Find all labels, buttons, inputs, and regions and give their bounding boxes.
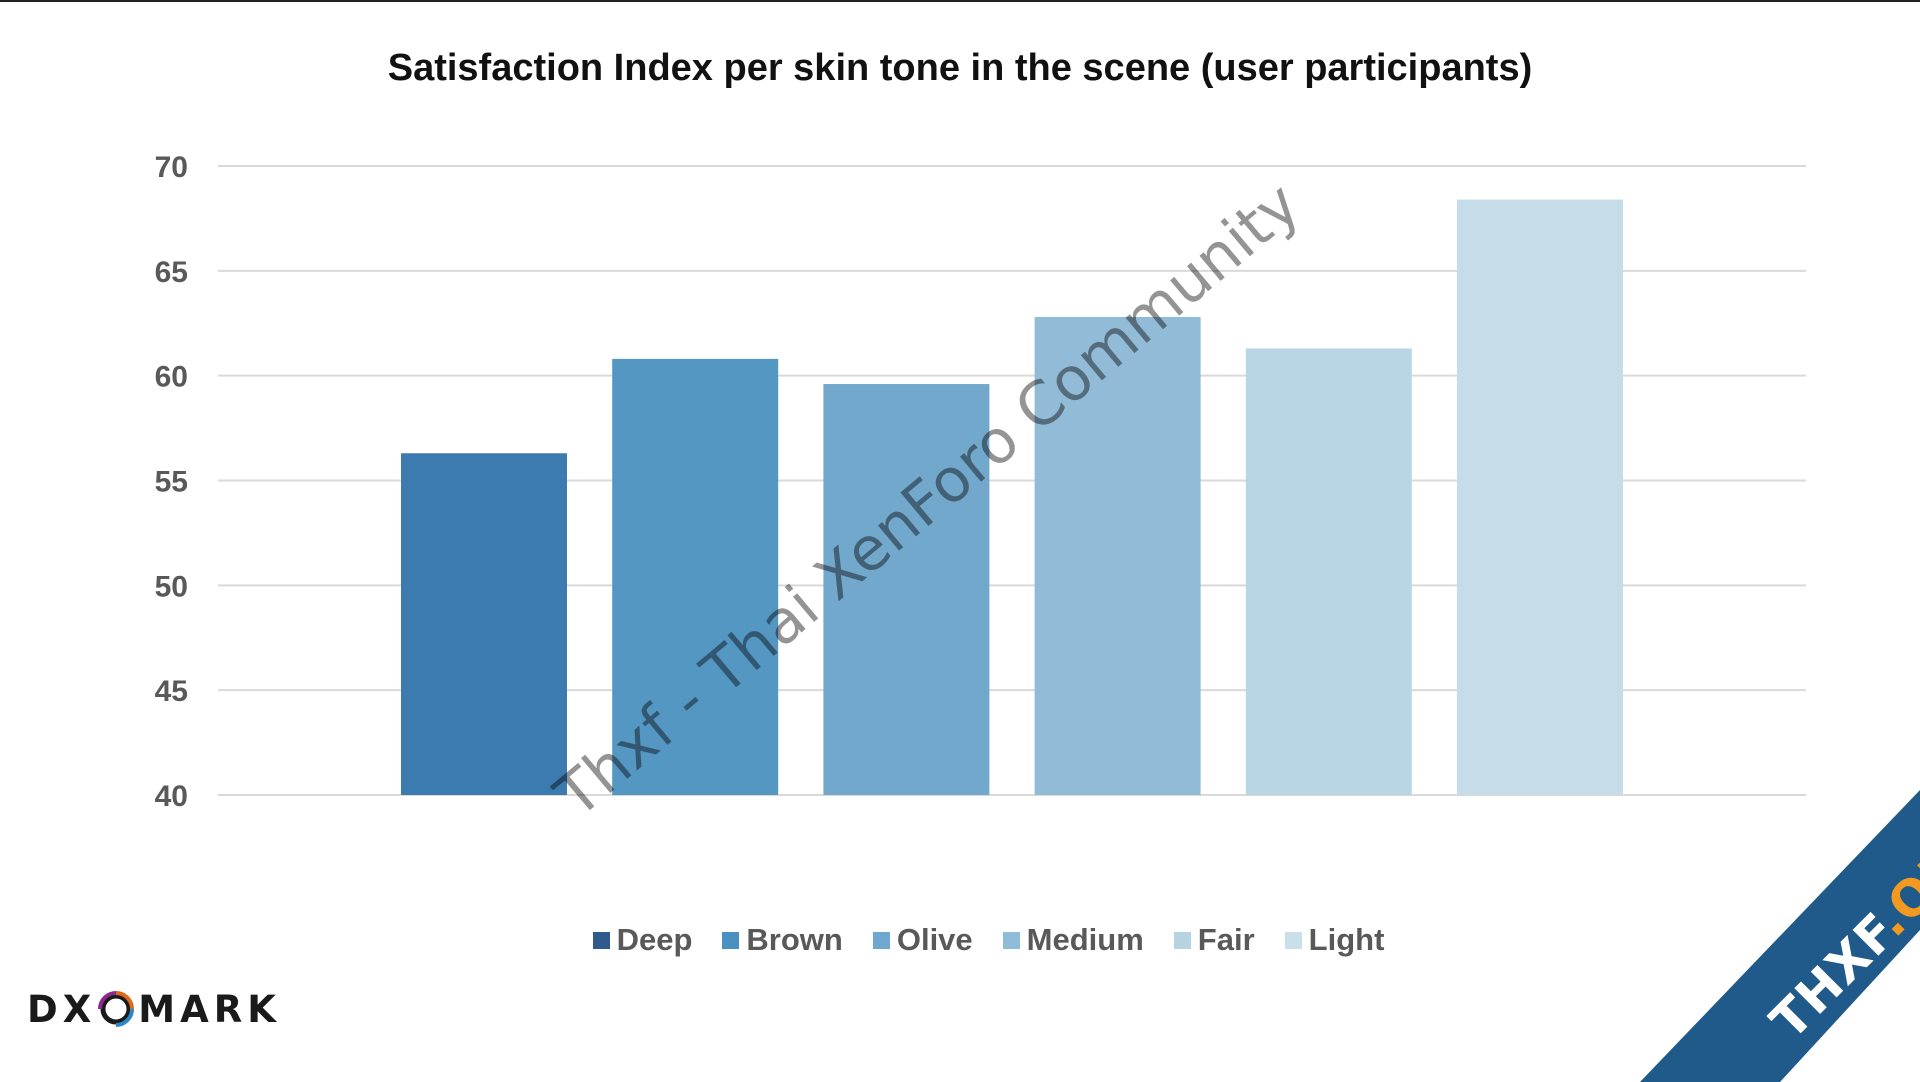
- y-tick-label: 65: [155, 256, 188, 289]
- legend-swatch: [722, 931, 740, 949]
- legend-item-medium: Medium: [1002, 922, 1144, 958]
- legend-label: Olive: [896, 922, 973, 957]
- logo-text-left: DX: [27, 987, 97, 1031]
- bar-olive: [823, 384, 990, 795]
- legend-item-brown: Brown: [722, 922, 843, 958]
- y-tick-label: 70: [155, 151, 188, 184]
- legend-item-deep: Deep: [592, 922, 693, 958]
- legend-label: Deep: [616, 922, 693, 957]
- bar-medium: [1034, 316, 1201, 795]
- legend-swatch: [1284, 931, 1302, 949]
- legend-swatch: [872, 931, 890, 949]
- y-tick-label: 40: [155, 780, 188, 813]
- legend-item-olive: Olive: [872, 922, 973, 958]
- chart-title: Satisfaction Index per skin tone in the …: [388, 47, 1533, 89]
- y-axis-ticks: 70 65 60 55 50 45 40: [155, 151, 188, 813]
- legend: Deep Brown Olive Medium Fair Light: [0, 918, 1920, 962]
- legend-label: Light: [1308, 922, 1385, 957]
- legend-label: Fair: [1197, 922, 1255, 957]
- legend-label: Medium: [1026, 922, 1144, 957]
- legend-item-light: Light: [1284, 922, 1385, 958]
- y-tick-label: 50: [155, 570, 188, 603]
- y-tick-label: 45: [155, 675, 188, 708]
- corner-banner-band: [1640, 790, 1920, 1082]
- legend-swatch: [592, 931, 610, 949]
- top-border: [0, 0, 1920, 2]
- legend-label: Brown: [746, 922, 843, 957]
- y-tick-label: 55: [155, 466, 188, 499]
- logo-o-mark-icon: [98, 991, 135, 1027]
- y-tick-label: 60: [155, 361, 188, 394]
- legend-swatch: [1002, 931, 1020, 949]
- logo-text-right: MARK: [138, 987, 281, 1031]
- corner-banner: THXF.ORG: [1620, 780, 1920, 1082]
- dxomark-logo: DX MARK: [27, 986, 281, 1032]
- bar-light: [1457, 199, 1623, 796]
- bar-fair: [1245, 348, 1412, 795]
- legend-swatch: [1173, 931, 1191, 949]
- legend-item-fair: Fair: [1173, 922, 1255, 958]
- bars: [401, 199, 1623, 796]
- bar-brown: [612, 358, 779, 795]
- bar-deep: [401, 453, 567, 795]
